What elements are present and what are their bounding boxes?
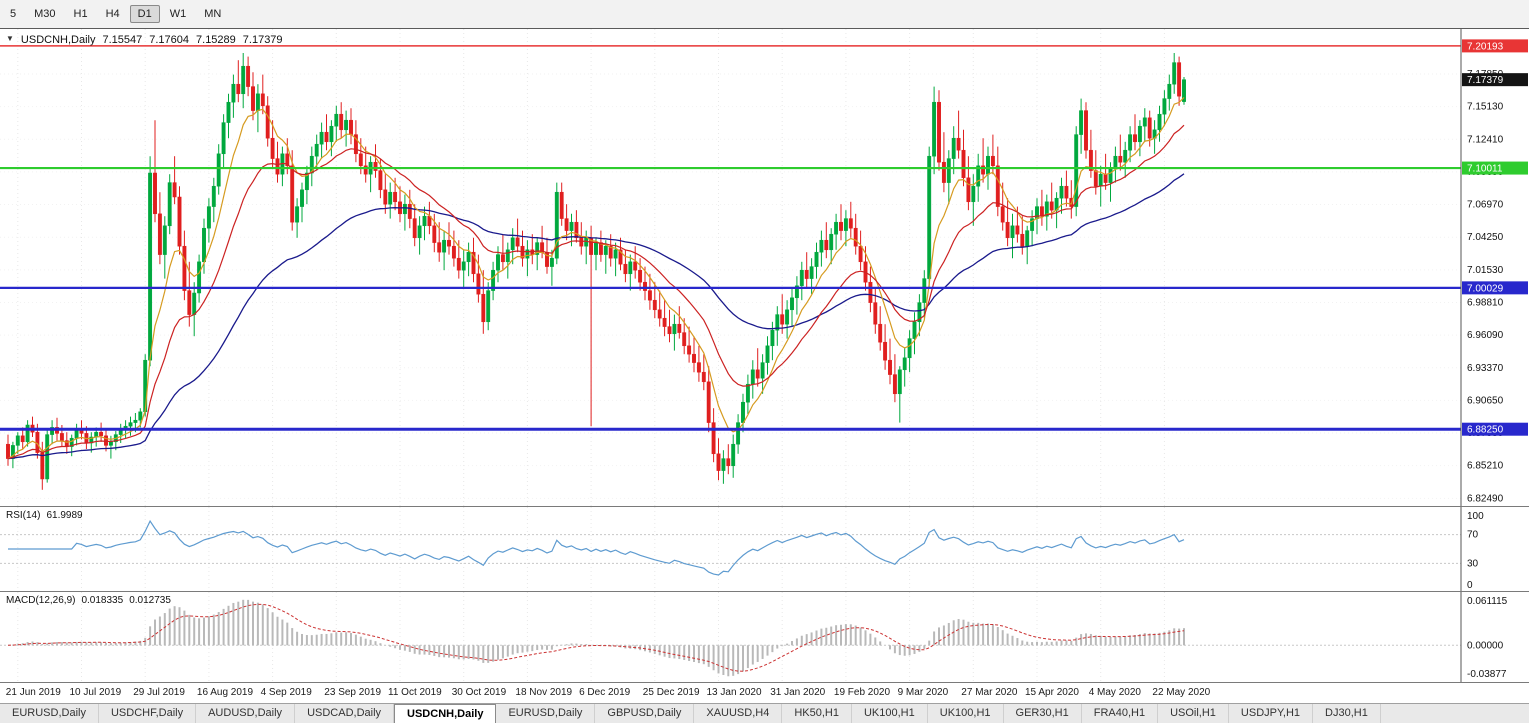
time-axis[interactable]: 21 Jun 2019 10 Jul 2019 29 Jul 2019 16 Aug … xyxy=(0,682,1529,703)
timeframe-button-mn[interactable]: MN xyxy=(204,8,222,20)
svg-text:7.10011: 7.10011 xyxy=(1467,164,1503,175)
chart-tab-hk50-h1[interactable]: HK50,H1 xyxy=(782,704,852,723)
time-axis-label: 23 Sep 2019 xyxy=(324,687,382,698)
svg-text:7.20193: 7.20193 xyxy=(1467,41,1504,52)
chart-tabs-bar: EURUSD,Daily USDCHF,Daily AUDUSD,Daily USDC… xyxy=(0,703,1529,723)
svg-text:0.061115: 0.061115 xyxy=(1467,596,1508,607)
time-axis-label: 19 Feb 2020 xyxy=(833,687,891,698)
time-axis-label: 22 May 2020 xyxy=(1152,687,1211,698)
timeframe-toolbar: 5 M30 H1 H4 D1 W1 MN xyxy=(0,0,1529,29)
chart-tab-usdjpy-h1[interactable]: USDJPY,H1 xyxy=(1229,704,1314,723)
chart-tab-uk100-h1[interactable]: UK100,H1 xyxy=(852,704,928,723)
ma-fast-line xyxy=(7,96,1185,460)
moving-averages xyxy=(7,96,1185,460)
rsi-line xyxy=(8,519,1185,576)
time-axis-label: 16 Aug 2019 xyxy=(196,687,254,698)
time-axis-label: 31 Jan 2020 xyxy=(770,687,826,698)
macd-canvas[interactable]: 0.061115 0.00000 -0.03877 xyxy=(0,592,1529,682)
time-axis-label: 4 Sep 2019 xyxy=(260,687,312,698)
time-axis-label: 30 Oct 2019 xyxy=(451,687,507,698)
time-axis-label: 4 May 2020 xyxy=(1088,687,1141,698)
timeframe-button-h4[interactable]: H4 xyxy=(105,8,120,20)
chart-tab-audusd-daily[interactable]: AUDUSD,Daily xyxy=(196,704,296,723)
time-axis-label: 18 Nov 2019 xyxy=(515,687,573,698)
timeframe-button-w1[interactable]: W1 xyxy=(169,8,187,20)
timeframe-button-m30[interactable]: M30 xyxy=(34,8,56,20)
svg-text:6.98810: 6.98810 xyxy=(1467,297,1504,308)
svg-text:0: 0 xyxy=(1467,580,1473,591)
time-axis-label: 15 Apr 2020 xyxy=(1025,687,1079,698)
main-price-chart-pane: 7.178507.151307.124107.096907.069707.042… xyxy=(0,29,1529,506)
svg-text:-0.03877: -0.03877 xyxy=(1467,669,1507,680)
chart-tab-usoil-h1[interactable]: USOil,H1 xyxy=(1158,704,1229,723)
svg-text:7.12410: 7.12410 xyxy=(1467,134,1504,145)
svg-text:100: 100 xyxy=(1467,511,1484,522)
svg-text:6.93370: 6.93370 xyxy=(1467,363,1504,374)
svg-text:6.82490: 6.82490 xyxy=(1467,493,1504,504)
chart-tab-gbpusd-daily[interactable]: GBPUSD,Daily xyxy=(595,704,695,723)
svg-text:7.17379: 7.17379 xyxy=(1467,75,1504,86)
time-axis-label: 6 Dec 2019 xyxy=(579,687,631,698)
time-axis-label: 27 Mar 2020 xyxy=(961,687,1018,698)
rsi-axis[interactable]: 100 70 30 0 xyxy=(1460,507,1484,591)
candlestick-series xyxy=(6,53,1186,490)
svg-text:7.15130: 7.15130 xyxy=(1467,102,1504,113)
svg-text:7.01530: 7.01530 xyxy=(1467,265,1504,276)
svg-text:7.04250: 7.04250 xyxy=(1467,232,1504,243)
svg-text:7.06970: 7.06970 xyxy=(1467,200,1504,211)
rsi-canvas[interactable]: 100 70 30 0 xyxy=(0,507,1529,591)
timeframe-button-d1[interactable]: D1 xyxy=(129,5,160,23)
time-axis-label: 21 Jun 2019 xyxy=(5,687,61,698)
macd-axis[interactable]: 0.061115 0.00000 -0.03877 xyxy=(1460,592,1508,682)
time-axis-label: 10 Jul 2019 xyxy=(69,687,122,698)
svg-text:6.85210: 6.85210 xyxy=(1467,461,1504,472)
price-chart-canvas[interactable]: 7.178507.151307.124107.096907.069707.042… xyxy=(0,29,1529,506)
horizontal-level-lines[interactable] xyxy=(0,45,1461,431)
macd-histogram xyxy=(11,599,1185,677)
time-axis-label: 25 Dec 2019 xyxy=(642,687,700,698)
time-axis-label: 29 Jul 2019 xyxy=(133,687,185,698)
macd-indicator-pane: 0.061115 0.00000 -0.03877 MACD(12,26,9) 0.… xyxy=(0,591,1529,682)
svg-text:6.96090: 6.96090 xyxy=(1467,330,1504,341)
svg-text:6.88250: 6.88250 xyxy=(1467,425,1504,436)
chart-tab-eurusd-daily[interactable]: EURUSD,Daily xyxy=(0,704,99,723)
chart-tab-fra40-h1[interactable]: FRA40,H1 xyxy=(1082,704,1159,723)
chart-tab-eurusd-daily[interactable]: EURUSD,Daily xyxy=(496,704,596,723)
ma-mid-line xyxy=(7,124,1185,460)
svg-text:6.90650: 6.90650 xyxy=(1467,395,1504,406)
chart-tab-uk100-h1[interactable]: UK100,H1 xyxy=(928,704,1004,723)
timeframe-button-5[interactable]: 5 xyxy=(10,8,17,20)
chart-tab-usdcad-daily[interactable]: USDCAD,Daily xyxy=(295,704,395,723)
rsi-grid xyxy=(0,507,1461,591)
svg-text:30: 30 xyxy=(1467,558,1479,569)
chart-tab-dj30-h1[interactable]: DJ30,H1 xyxy=(1313,704,1381,723)
chart-tab-usdchf-daily[interactable]: USDCHF,Daily xyxy=(99,704,197,723)
chart-tab-ger30-h1[interactable]: GER30,H1 xyxy=(1004,704,1082,723)
svg-text:7.00029: 7.00029 xyxy=(1467,283,1504,294)
timeframe-button-h1[interactable]: H1 xyxy=(73,8,88,20)
chart-tab-usdcnh-daily[interactable]: USDCNH,Daily xyxy=(394,704,497,723)
chart-tab-xauusd-h4[interactable]: XAUUSD,H4 xyxy=(694,704,783,723)
time-axis-label: 9 Mar 2020 xyxy=(897,687,949,698)
price-axis[interactable]: 7.178507.151307.124107.096907.069707.042… xyxy=(1460,29,1528,506)
rsi-indicator-pane: 100 70 30 0 RSI(14) 61.9989 xyxy=(0,506,1529,591)
ma-slow-line xyxy=(7,173,1185,460)
time-axis-label: 13 Jan 2020 xyxy=(706,687,762,698)
svg-text:70: 70 xyxy=(1467,530,1479,541)
macd-signal-line xyxy=(7,603,1185,672)
time-axis-label: 11 Oct 2019 xyxy=(388,687,442,698)
svg-text:0.00000: 0.00000 xyxy=(1467,640,1504,651)
